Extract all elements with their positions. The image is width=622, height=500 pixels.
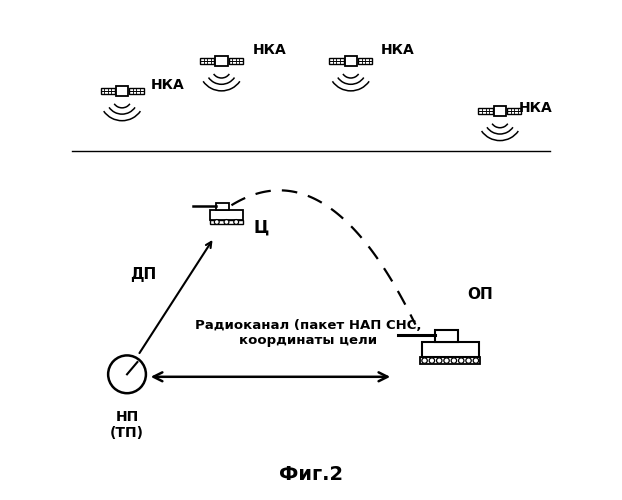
Bar [101,88,115,94]
Circle shape [215,220,219,224]
Text: НКА: НКА [253,43,286,57]
Text: НКА: НКА [519,102,552,116]
Circle shape [234,220,239,224]
Text: НП
(ТП): НП (ТП) [110,410,144,440]
Bar [358,58,372,64]
Bar [215,56,228,66]
Bar [216,202,229,210]
Text: НКА: НКА [381,43,414,57]
Text: Фиг.2: Фиг.2 [279,464,343,483]
Circle shape [466,358,471,364]
Circle shape [458,358,464,364]
Bar [229,58,243,64]
Bar [345,56,357,66]
Bar [507,108,521,114]
Bar [422,342,479,357]
Circle shape [437,358,442,364]
Circle shape [429,358,435,364]
Bar [200,58,214,64]
Text: ОП: ОП [467,287,493,302]
Bar [129,88,144,94]
Circle shape [224,220,229,224]
Bar [116,86,128,96]
Bar [210,220,243,224]
Text: НКА: НКА [151,78,185,92]
Circle shape [422,358,427,364]
Bar [420,357,480,364]
Text: Ц: Ц [254,218,269,236]
Circle shape [451,358,457,364]
Circle shape [108,356,146,393]
Circle shape [473,358,478,364]
Circle shape [444,358,449,364]
Bar [435,330,458,342]
Bar [210,210,243,220]
Bar [329,58,343,64]
Bar [478,108,493,114]
Text: ДП: ДП [131,268,157,282]
Text: Радиоканал (пакет НАП СНС,
координаты цели: Радиоканал (пакет НАП СНС, координаты це… [195,319,422,347]
Bar [494,106,506,116]
